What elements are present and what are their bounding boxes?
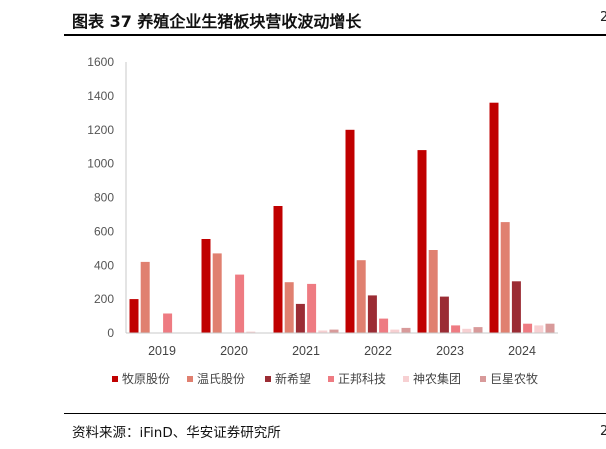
bar <box>401 327 411 333</box>
bar <box>545 323 555 333</box>
legend-label: 新希望 <box>275 371 311 386</box>
legend-swatch <box>328 376 334 382</box>
bar <box>462 328 472 333</box>
clipped-page-number: 2 <box>600 10 606 25</box>
x-tick-label: 2024 <box>508 344 536 358</box>
bar <box>439 296 449 333</box>
y-tick-label: 1400 <box>87 89 114 103</box>
bar <box>307 283 317 333</box>
x-tick-label: 2023 <box>436 344 464 358</box>
bar <box>295 303 305 333</box>
y-tick-label: 1600 <box>87 55 114 69</box>
legend-label: 牧原股份 <box>122 372 170 386</box>
bar <box>163 313 173 333</box>
bar <box>284 282 294 333</box>
bar <box>329 329 339 333</box>
legend-label: 温氏股份 <box>197 372 245 386</box>
bar <box>140 261 150 333</box>
x-tick-label: 2019 <box>148 344 176 358</box>
clipped-page-number-bottom: 2 <box>600 424 606 439</box>
bar <box>129 299 139 333</box>
source-note: 资料来源：iFinD、华安证券研究所 <box>72 425 281 441</box>
bar <box>273 206 283 333</box>
bar <box>500 222 510 333</box>
bar <box>428 250 438 333</box>
legend-swatch <box>403 376 409 382</box>
bar <box>417 150 427 333</box>
legend: 牧原股份 温氏股份 新希望 正邦科技 神农集团 巨星农牧 <box>112 371 538 386</box>
y-tick-label: 1200 <box>87 123 114 137</box>
figure-title: 图表 37 养殖企业生猪板块营收波动增长 <box>72 12 362 31</box>
x-tick-label: 2022 <box>364 344 392 358</box>
y-tick-label: 1000 <box>87 157 114 171</box>
y-axis-ticks: 0 200 400 600 800 1000 1200 1400 1600 <box>87 55 114 340</box>
bar <box>489 102 499 333</box>
bar <box>390 329 400 333</box>
bar <box>235 274 245 333</box>
legend-swatch <box>187 376 193 382</box>
bar <box>523 323 533 333</box>
footer-rule <box>64 413 606 414</box>
bar <box>534 325 544 333</box>
bar <box>212 253 222 333</box>
legend-label: 正邦科技 <box>338 372 386 386</box>
x-axis-ticks: 2019 2020 2021 2022 2023 2024 <box>148 344 536 358</box>
y-tick-label: 0 <box>107 326 114 340</box>
legend-label: 巨星农牧 <box>490 372 538 386</box>
bar-marks <box>129 102 555 334</box>
bar <box>318 330 328 333</box>
bar <box>367 295 377 333</box>
y-tick-label: 400 <box>94 258 114 272</box>
legend-label: 神农集团 <box>413 371 461 386</box>
x-tick-label: 2021 <box>292 344 320 358</box>
y-tick-label: 600 <box>94 224 114 238</box>
bar <box>473 327 483 333</box>
y-tick-label: 800 <box>94 191 114 205</box>
bar <box>511 281 521 333</box>
legend-swatch <box>265 376 271 382</box>
legend-swatch <box>480 376 486 382</box>
bar <box>201 239 211 333</box>
bar <box>379 318 389 333</box>
x-tick-label: 2020 <box>220 344 248 358</box>
axes <box>125 62 558 334</box>
bar <box>246 331 256 333</box>
bar <box>356 260 366 333</box>
bar <box>345 129 355 334</box>
title-rule <box>64 34 606 36</box>
legend-swatch <box>112 376 118 382</box>
bar <box>451 325 461 333</box>
y-tick-label: 200 <box>94 292 114 306</box>
